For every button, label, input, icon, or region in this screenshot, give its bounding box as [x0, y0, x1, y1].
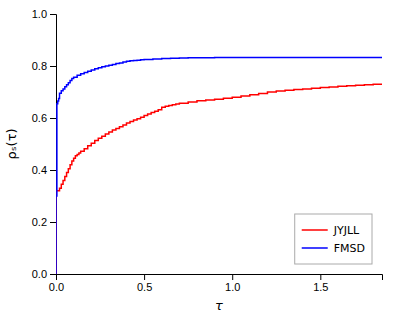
tick-mark [50, 222, 56, 223]
tick-mark [50, 14, 56, 15]
tick: 1.0 [32, 8, 56, 20]
tick-mark [232, 274, 233, 280]
tick: 1.5 [313, 274, 328, 293]
legend: JYJLL FMSD [295, 214, 372, 264]
series-line [56, 57, 382, 274]
legend-key [302, 247, 328, 249]
tick: 0.6 [32, 112, 56, 124]
tick-mark [50, 170, 56, 171]
tick-label: 0.2 [32, 216, 47, 228]
legend-label: FMSD [334, 242, 365, 255]
tick-mark [50, 66, 56, 67]
tick-mark [144, 274, 145, 280]
legend-key [302, 229, 328, 231]
tick: 0.0 [49, 274, 64, 293]
tick: 0.0 [32, 268, 56, 280]
y-axis: 0.0 0.2 0.4 0.6 0.8 1.0 [32, 8, 57, 280]
tick-mark [50, 274, 56, 275]
x-axis-title: τ [215, 298, 223, 313]
tick-label: 1.0 [225, 281, 240, 293]
legend-label: JYJLL [333, 224, 360, 237]
tick-mark [50, 118, 56, 119]
y-axis-title: ρₛ(τ) [4, 128, 19, 159]
tick: 1.0 [225, 274, 240, 293]
legend-item: FMSD [302, 242, 365, 255]
x-axis: 0.0 0.5 1.0 1.5 [49, 274, 383, 293]
tick-mark [320, 274, 321, 280]
plot: 0.0 0.5 1.0 1.5 0.0 0.2 0.4 0.6 0.8 1.0 JYJLL FMSD [32, 8, 383, 293]
tick-label: 0.0 [32, 268, 47, 280]
tick: 0.8 [32, 60, 56, 72]
tick-label: 0.6 [32, 112, 47, 124]
axis-line [57, 275, 383, 281]
lines [56, 57, 382, 274]
tick-label: 0.5 [137, 281, 152, 293]
tick-label: 0.4 [32, 164, 47, 176]
tick: 0.2 [32, 216, 56, 228]
tick: 0.5 [137, 274, 152, 293]
tick-label: 1.0 [32, 8, 47, 20]
chart: 0.0 0.5 1.0 1.5 0.0 0.2 0.4 0.6 0.8 1.0 JYJLL FMSD τ… [0, 0, 400, 318]
legend-item: JYJLL [302, 224, 360, 237]
series-line [56, 84, 382, 274]
tick-label: 1.5 [313, 281, 328, 293]
axis-line [50, 15, 57, 275]
tick-label: 0.8 [32, 60, 47, 72]
legend-box [295, 214, 372, 264]
tick: 0.4 [32, 164, 56, 176]
tick-label: 0.0 [49, 281, 64, 293]
